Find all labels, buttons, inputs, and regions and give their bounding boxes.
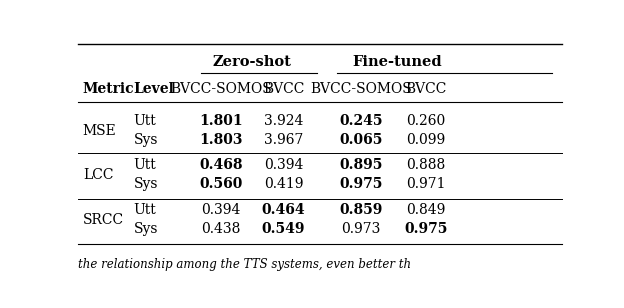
Text: 3.967: 3.967 — [264, 133, 303, 147]
Text: 0.975: 0.975 — [339, 177, 383, 191]
Text: Fine-tuned: Fine-tuned — [353, 55, 442, 69]
Text: Metric: Metric — [83, 82, 134, 96]
Text: 0.099: 0.099 — [407, 133, 446, 147]
Text: LCC: LCC — [83, 168, 114, 181]
Text: 1.801: 1.801 — [199, 114, 243, 128]
Text: Sys: Sys — [134, 177, 158, 191]
Text: 0.859: 0.859 — [339, 203, 383, 217]
Text: BVCC: BVCC — [263, 82, 305, 96]
Text: Utt: Utt — [134, 114, 157, 128]
Text: 0.849: 0.849 — [406, 203, 446, 217]
Text: BVCC-SOMOS: BVCC-SOMOS — [170, 82, 271, 96]
Text: Zero-shot: Zero-shot — [213, 55, 291, 69]
Text: 0.394: 0.394 — [201, 203, 240, 217]
Text: MSE: MSE — [83, 124, 117, 138]
Text: 1.803: 1.803 — [199, 133, 242, 147]
Text: Sys: Sys — [134, 133, 158, 147]
Text: 0.245: 0.245 — [339, 114, 383, 128]
Text: 0.260: 0.260 — [407, 114, 446, 128]
Text: BVCC-SOMOS: BVCC-SOMOS — [310, 82, 412, 96]
Text: 0.971: 0.971 — [406, 177, 446, 191]
Text: 0.895: 0.895 — [339, 158, 383, 172]
Text: 0.975: 0.975 — [404, 222, 448, 236]
Text: SRCC: SRCC — [83, 213, 124, 227]
Text: 0.438: 0.438 — [201, 222, 240, 236]
Text: BVCC: BVCC — [406, 82, 447, 96]
Text: Sys: Sys — [134, 222, 158, 236]
Text: 0.888: 0.888 — [407, 158, 446, 172]
Text: 0.973: 0.973 — [341, 222, 381, 236]
Text: 0.560: 0.560 — [199, 177, 242, 191]
Text: Utt: Utt — [134, 158, 157, 172]
Text: 0.419: 0.419 — [264, 177, 303, 191]
Text: 3.924: 3.924 — [264, 114, 303, 128]
Text: 0.394: 0.394 — [264, 158, 303, 172]
Text: Utt: Utt — [134, 203, 157, 217]
Text: 0.549: 0.549 — [262, 222, 305, 236]
Text: 0.464: 0.464 — [261, 203, 305, 217]
Text: 0.468: 0.468 — [199, 158, 242, 172]
Text: Level: Level — [134, 82, 175, 96]
Text: the relationship among the TTS systems, even better th: the relationship among the TTS systems, … — [78, 258, 411, 271]
Text: 0.065: 0.065 — [339, 133, 383, 147]
